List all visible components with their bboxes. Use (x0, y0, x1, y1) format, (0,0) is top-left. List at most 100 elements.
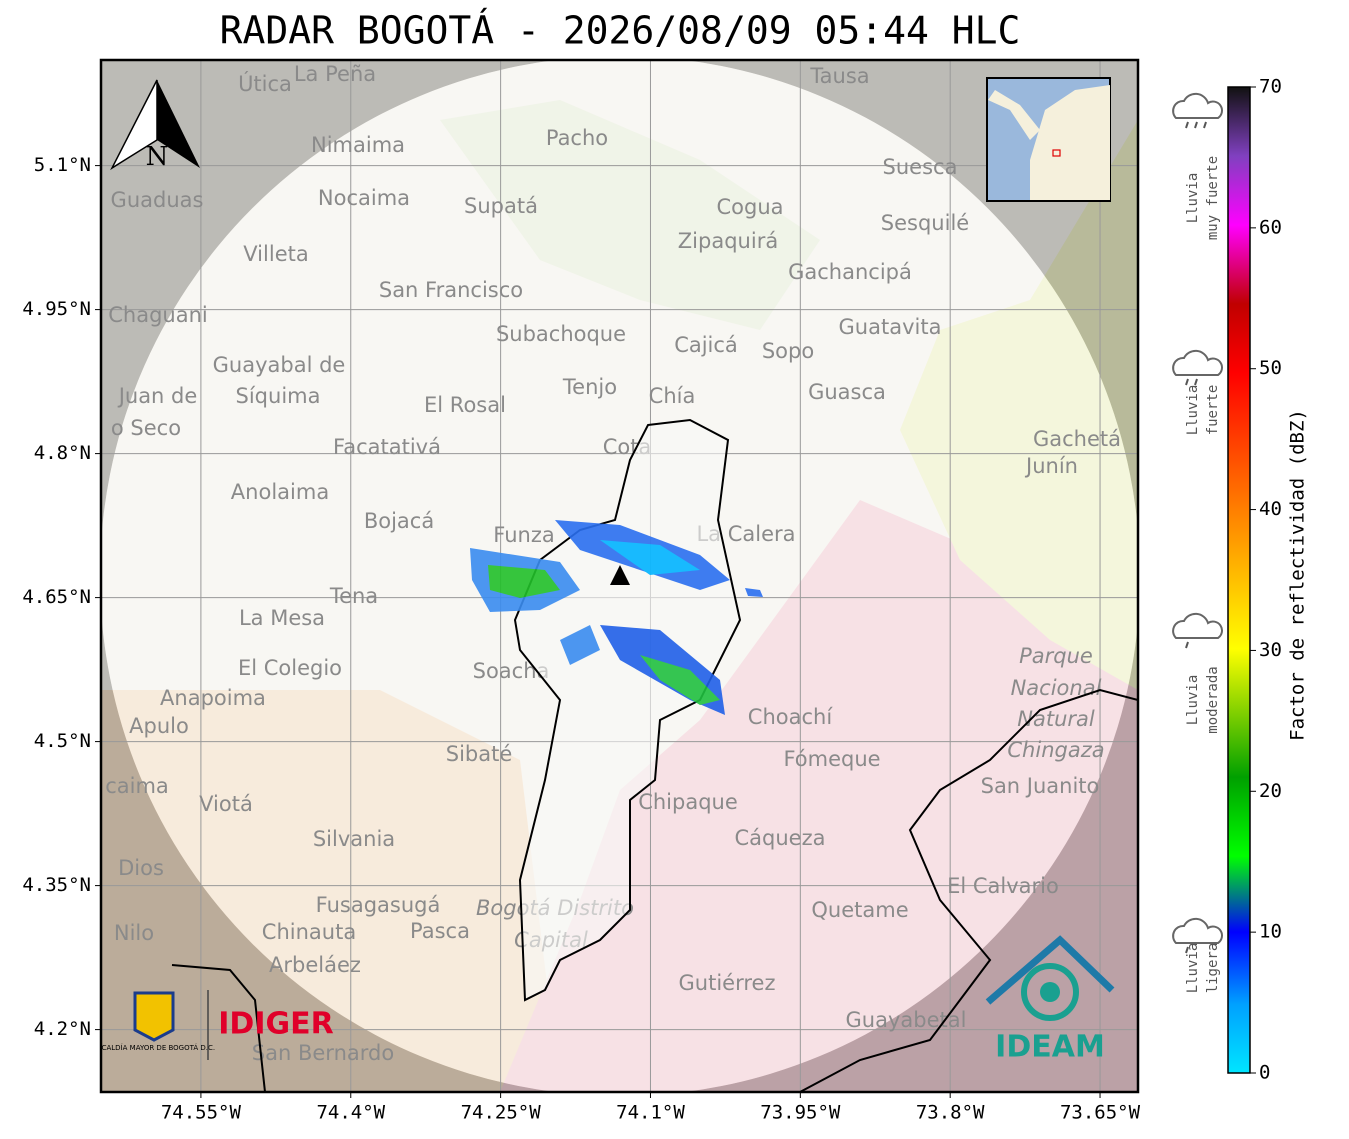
north-label: N (146, 142, 169, 172)
place-label: Cogua (716, 195, 783, 219)
colorbar-tick-label: 50 (1259, 357, 1282, 379)
place-label: San Bernardo (252, 1041, 394, 1065)
place-label: Zipaquirá (678, 229, 778, 253)
place-label: El Rosal (424, 393, 506, 417)
rain-drop (1185, 121, 1189, 129)
y-tick-label: 4.2°N (34, 1018, 91, 1040)
cloud (1172, 92, 1223, 119)
place-label: Natural (1017, 707, 1095, 731)
place-label: Nacional (1011, 676, 1102, 700)
rain-label: moderada (1205, 666, 1221, 733)
place-label: Nilo (114, 921, 154, 945)
ticks: 74.55°W 74.4°W 74.25°W 74.1°W 73.95°W 73.8°W 7… (22, 154, 1140, 1123)
x-tick-label: 74.4°W (316, 1102, 385, 1124)
place-label: Síquima (236, 384, 321, 408)
colorbar-tick-label: 60 (1259, 216, 1282, 238)
cloud (1172, 917, 1223, 944)
place-label: Guaduas (111, 188, 204, 212)
place-label: Fómeque (783, 747, 880, 771)
x-tick-label: 73.65°W (1060, 1102, 1141, 1124)
colorbar (1227, 86, 1251, 1074)
rain-label: ligera (1205, 943, 1221, 994)
place-label: El Colegio (238, 656, 342, 680)
place-label: La Mesa (239, 606, 325, 630)
place-label: Quetame (811, 898, 908, 922)
dept-boundary (171, 964, 266, 1092)
x-tick-label: 73.95°W (760, 1102, 841, 1124)
rain-label: fuerte (1205, 385, 1221, 436)
place-label: Chinauta (262, 920, 356, 944)
place-label: Villeta (243, 242, 308, 266)
places: Útica La Peña Tausa Pacho Nimaima Suesca Guadu… (105, 62, 1121, 1065)
rain-icon (1172, 92, 1223, 129)
place-label: Cajicá (674, 333, 738, 357)
place-label: Guayabal de (213, 353, 346, 377)
place-label: Gachancipá (788, 260, 912, 284)
y-tick-label: 5.1°N (34, 154, 91, 176)
rain-drop (1203, 121, 1207, 129)
place-label: Cáqueza (735, 826, 826, 850)
place-label: Nocaima (318, 186, 410, 210)
place-label: Viotá (199, 792, 253, 816)
place-label: Chingaza (1007, 738, 1104, 762)
rain-drop (1185, 946, 1189, 954)
y-tick-label: 4.8°N (34, 442, 91, 464)
rain-label: Lluvia (1185, 675, 1201, 726)
logo-alcaldia: ALCALDÍA MAYOR DE BOGOTÁ D.C. IDIGER (93, 990, 334, 1060)
rain-icon (1172, 612, 1223, 649)
place-label: Gachetá (1033, 427, 1121, 451)
colorbar-tick-label: 10 (1259, 921, 1282, 943)
place-label: Pasca (410, 919, 470, 943)
place-label: Subachoque (496, 322, 626, 346)
map-frame (99, 58, 1140, 1094)
place-label: Arbeláez (269, 953, 361, 977)
x-tick-label: 74.55°W (161, 1102, 242, 1124)
rain-drop (1194, 378, 1198, 386)
place-label: Junín (1024, 454, 1078, 478)
place-label: Tena (329, 584, 378, 608)
place-label: Chía (649, 384, 696, 408)
place-label: Guasca (808, 380, 886, 404)
y-tick-label: 4.65°N (22, 586, 91, 608)
place-label: caima (105, 774, 169, 798)
cloud (1172, 349, 1223, 376)
radar-echoes (470, 520, 763, 715)
place-label: Sibaté (446, 742, 513, 766)
place-label: Tausa (809, 64, 869, 88)
logo-alcaldia-text: ALCALDÍA MAYOR DE BOGOTÁ D.C. (93, 1043, 215, 1052)
place-label: Fusagasugá (316, 893, 441, 917)
dept-boundary (799, 688, 1138, 1092)
place-label: La Peña (294, 62, 376, 86)
rain-label: Lluvia (1185, 173, 1201, 224)
place-label: Chaguani (108, 303, 208, 327)
logo-idiger: IDIGER (218, 1007, 333, 1042)
colorbar-ticks: 0 10 20 30 40 50 60 70 (1250, 76, 1282, 1084)
cloud (1172, 612, 1223, 639)
place-label: Nimaima (311, 133, 405, 157)
place-label: Sopo (762, 339, 814, 363)
place-label: Parque (1019, 644, 1093, 668)
colorbar-label: Factor de reflectividad (dBZ) (1287, 409, 1309, 741)
rain-drop (1185, 641, 1189, 649)
colorbar-tick-label: 20 (1259, 780, 1282, 802)
rain-label: muy fuerte (1205, 156, 1221, 240)
rain-icon (1172, 917, 1223, 954)
colorbar-tick-label: 70 (1259, 76, 1282, 98)
place-label: Anolaima (231, 480, 329, 504)
place-label: Bojacá (364, 509, 434, 533)
rain-drop (1185, 378, 1189, 386)
logo-ideam-text: IDEAM (995, 1030, 1105, 1065)
place-label: Anapoima (160, 686, 266, 710)
title: RADAR BOGOTÁ - 2026/08/09 05:44 HLC (220, 9, 1021, 53)
colorbar-tick-label: 0 (1259, 1062, 1270, 1084)
rain-label: Lluvia (1185, 943, 1201, 994)
place-label: Apulo (129, 714, 189, 738)
colorbar-tick-label: 30 (1259, 639, 1282, 661)
place-label: Supatá (464, 194, 538, 218)
inset-map (986, 77, 1111, 202)
place-label: Gutiérrez (679, 971, 776, 995)
place-label: Chipaque (638, 790, 738, 814)
place-label: Facatativá (333, 435, 441, 459)
